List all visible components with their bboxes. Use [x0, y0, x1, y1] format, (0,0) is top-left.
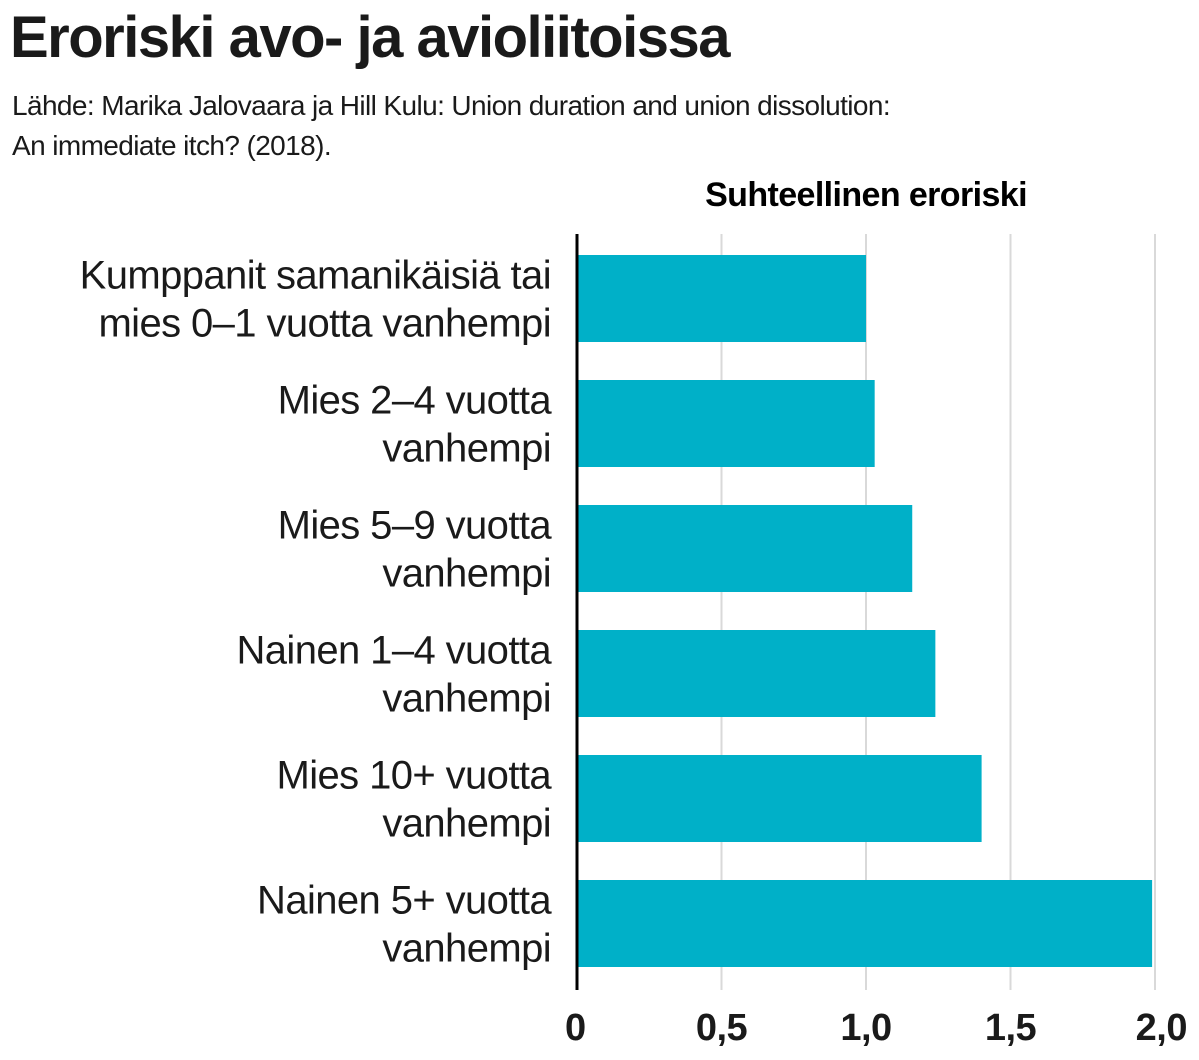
category-label: vanhempi: [382, 552, 551, 596]
source-line-2: An immediate itch? (2018).: [12, 130, 332, 161]
category-label: vanhempi: [382, 677, 551, 721]
x-axis-title: Suhteellinen eroriski: [705, 176, 1027, 214]
category-label: vanhempi: [382, 427, 551, 471]
bars: [577, 255, 1153, 967]
source-line-1: Lähde: Marika Jalovaara ja Hill Kulu: Un…: [12, 90, 891, 121]
bar: [577, 630, 936, 717]
category-label: Nainen 5+ vuotta: [257, 879, 552, 923]
bar: [577, 755, 982, 842]
x-tick-label: 1,0: [840, 1007, 891, 1049]
chart-title: Eroriski avo- ja avioliitoissa: [10, 5, 731, 70]
category-label: Nainen 1–4 vuotta: [237, 629, 553, 673]
category-label: Mies 5–9 vuotta: [278, 504, 553, 548]
bar: [577, 880, 1153, 967]
category-label: mies 0–1 vuotta vanhempi: [98, 302, 551, 346]
bar: [577, 255, 866, 342]
source-note: Lähde: Marika Jalovaara ja Hill Kulu: Un…: [12, 86, 1162, 166]
x-tick-label: 0,5: [696, 1007, 748, 1049]
category-label: Kumppanit samanikäisiä tai: [80, 254, 551, 298]
bar: [577, 505, 913, 592]
category-label: vanhempi: [382, 927, 551, 971]
bar: [577, 380, 875, 467]
x-tick-labels: 0 0,5 1,0 1,5 2,0: [565, 1007, 1188, 1049]
category-label: vanhempi: [382, 802, 551, 846]
x-tick-label: 0: [565, 1007, 586, 1049]
x-tick-label: 2,0: [1136, 1007, 1187, 1049]
category-label: Mies 2–4 vuotta: [278, 379, 553, 423]
gridlines: [720, 234, 1156, 990]
x-tick-label: 1,5: [985, 1007, 1037, 1049]
category-label: Mies 10+ vuotta: [277, 754, 553, 798]
